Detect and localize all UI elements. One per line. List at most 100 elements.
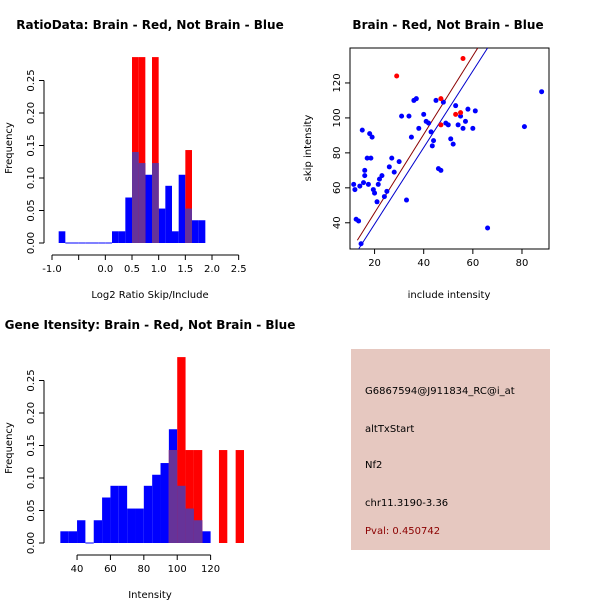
point-not-brain: [485, 225, 491, 231]
y-tick-label: 0.15: [26, 434, 37, 456]
x-tick-label: 80: [516, 258, 529, 269]
fit-line-brain: [356, 47, 479, 241]
bar-overlap: [168, 450, 178, 543]
x-tick-label: 40: [71, 564, 84, 575]
bar-not-brain: [93, 520, 103, 543]
point-brain: [438, 96, 444, 102]
point-not-brain: [376, 176, 382, 182]
point-not-brain: [361, 180, 367, 186]
point-brain: [438, 122, 444, 128]
point-not-brain: [465, 106, 471, 112]
ratio-x-axis: -1.0 0.0 0.5 1.0 1.5 2.0 2.5: [42, 254, 247, 275]
point-not-brain: [448, 136, 454, 142]
point-not-brain: [431, 138, 437, 144]
scatter-y-label: skip intensity: [303, 115, 314, 182]
y-tick-label: 0.05: [26, 499, 37, 521]
point-not-brain: [421, 111, 427, 117]
bar-not-brain: [198, 220, 206, 243]
bar-not-brain: [68, 531, 78, 543]
point-not-brain: [372, 190, 378, 196]
point-not-brain: [429, 143, 435, 149]
point-not-brain: [379, 173, 385, 179]
y-tick-label: 0.00: [26, 232, 37, 254]
x-tick-label: 0.5: [124, 264, 140, 275]
ratio-bars: [58, 57, 206, 244]
point-not-brain: [406, 113, 412, 119]
scatter-x-label: include intensity: [408, 290, 491, 301]
point-not-brain: [404, 197, 410, 203]
point-not-brain: [386, 164, 392, 170]
point-not-brain: [365, 181, 371, 187]
scatter-points: [351, 55, 545, 247]
probe-id: G6867594@J911834_RC@i_at: [365, 386, 515, 397]
point-not-brain: [389, 155, 395, 161]
point-not-brain: [416, 125, 422, 131]
x-tick-label: 60: [466, 258, 479, 269]
point-not-brain: [399, 113, 405, 119]
point-not-brain: [358, 241, 364, 247]
bar-brain: [218, 450, 228, 543]
x-tick-label: 1.0: [151, 264, 167, 275]
point-brain: [458, 110, 464, 116]
point-not-brain: [472, 108, 478, 114]
point-not-brain: [453, 103, 459, 109]
ratio-x-label: Log2 Ratio Skip/Include: [91, 290, 208, 301]
point-not-brain: [433, 97, 439, 103]
y-tick-label: 100: [332, 108, 343, 127]
bar-brain: [193, 450, 203, 543]
point-not-brain: [408, 134, 414, 140]
bar-not-brain: [158, 208, 166, 243]
y-tick-label: 0.20: [26, 102, 37, 124]
point-not-brain: [450, 141, 456, 147]
point-not-brain: [359, 127, 365, 133]
event-type: altTxStart: [365, 424, 415, 435]
point-not-brain: [413, 96, 419, 102]
point-not-brain: [362, 167, 368, 173]
point-brain: [453, 111, 459, 117]
point-not-brain: [426, 120, 432, 126]
ratio-histogram: RatioData: Brain - Red, Not Brain - Blue…: [4, 18, 284, 301]
bar-overlap: [152, 163, 159, 243]
point-not-brain: [521, 124, 527, 130]
y-tick-label: 0.15: [26, 134, 37, 156]
point-not-brain: [356, 218, 362, 224]
point-not-brain: [396, 159, 402, 165]
gene-intensity-histogram: Gene Itensity: Brain - Red, Not Brain - …: [4, 318, 295, 600]
bar-brain: [185, 450, 194, 543]
bar-not-brain: [143, 485, 153, 543]
y-tick-label: 80: [332, 147, 343, 160]
bar-not-brain: [145, 174, 152, 243]
scatter-y-axis: 40 60 80 100 120: [332, 73, 350, 229]
y-tick-label: 40: [332, 216, 343, 229]
point-not-brain: [351, 181, 357, 187]
ratio-chart-title: RatioData: Brain - Red, Not Brain - Blue: [16, 18, 283, 32]
point-not-brain: [460, 125, 466, 131]
bar-overlap: [193, 520, 203, 543]
point-not-brain: [462, 118, 468, 124]
bar-not-brain: [192, 220, 199, 243]
point-not-brain: [381, 194, 387, 200]
bar-not-brain: [110, 485, 119, 543]
ratio-y-label: Frequency: [4, 122, 15, 174]
gene-x-axis: 40 60 80 100 120: [71, 554, 220, 575]
bar-overlap: [185, 508, 194, 543]
point-not-brain: [362, 173, 368, 179]
point-not-brain: [445, 122, 451, 128]
ratio-y-axis: 0.00 0.05 0.10 0.15 0.20 0.25: [26, 69, 45, 254]
bar-overlap: [132, 152, 139, 243]
bar-not-brain: [160, 463, 169, 543]
point-not-brain: [367, 131, 373, 137]
intensity-scatter: Brain - Red, Not Brain - Blue 20 40 60 80 4…: [303, 18, 550, 301]
x-tick-label: 60: [104, 564, 117, 575]
x-tick-label: 0.0: [97, 264, 113, 275]
scatter-x-axis: 20 40 60 80: [368, 249, 528, 269]
bar-not-brain: [202, 531, 211, 543]
point-not-brain: [440, 99, 446, 105]
point-not-brain: [357, 183, 363, 189]
gene-x-label: Intensity: [128, 590, 172, 600]
bar-overlap: [185, 208, 192, 243]
y-tick-label: 0.25: [26, 69, 37, 91]
bar-not-brain: [135, 508, 144, 543]
point-not-brain: [384, 188, 390, 194]
